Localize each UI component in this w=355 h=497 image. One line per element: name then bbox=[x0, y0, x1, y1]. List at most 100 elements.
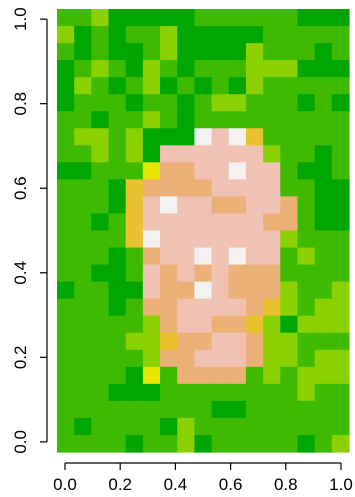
heatmap-cell bbox=[57, 145, 75, 163]
heatmap-cell bbox=[228, 383, 247, 402]
heatmap-cell bbox=[91, 366, 110, 385]
heatmap-cell bbox=[194, 298, 213, 317]
heatmap-cell bbox=[228, 213, 247, 232]
heatmap-cell bbox=[91, 128, 110, 146]
heatmap-cell bbox=[263, 315, 281, 334]
heatmap-cell bbox=[74, 111, 92, 129]
heatmap-cell bbox=[91, 417, 110, 436]
heatmap-cell bbox=[280, 111, 299, 129]
heatmap-cell bbox=[142, 26, 161, 44]
heatmap-cell bbox=[297, 230, 316, 249]
heatmap-cell bbox=[91, 43, 110, 61]
heatmap-cell bbox=[228, 400, 247, 419]
heatmap-cell bbox=[314, 43, 333, 61]
heatmap-cell bbox=[91, 264, 110, 283]
heatmap-cell bbox=[177, 196, 196, 215]
heatmap-cell bbox=[263, 400, 281, 419]
y-tick-label: 1.0 bbox=[11, 7, 30, 31]
heatmap-cell bbox=[211, 298, 230, 317]
heatmap-cell bbox=[160, 332, 178, 351]
heatmap-cell bbox=[142, 383, 161, 402]
heatmap-cell bbox=[245, 434, 264, 453]
heatmap-cell bbox=[177, 417, 196, 436]
heatmap-cell bbox=[74, 26, 92, 44]
heatmap-cell bbox=[314, 9, 333, 27]
heatmap-cell bbox=[194, 366, 213, 385]
heatmap-cell bbox=[57, 60, 75, 78]
heatmap-cell bbox=[280, 162, 299, 180]
heatmap-cell bbox=[280, 264, 299, 283]
heatmap-cell bbox=[245, 43, 264, 61]
heatmap-cell bbox=[91, 213, 110, 232]
heatmap-cell bbox=[142, 162, 161, 180]
heatmap-cell bbox=[297, 434, 316, 453]
heatmap-cell bbox=[297, 366, 316, 385]
heatmap-cell bbox=[228, 247, 247, 266]
heatmap-cell bbox=[142, 60, 161, 78]
heatmap-cell bbox=[57, 281, 75, 300]
heatmap-cell bbox=[125, 26, 144, 44]
heatmap-cell bbox=[177, 349, 196, 368]
heatmap-cell bbox=[314, 60, 333, 78]
y-tick-label: 0.8 bbox=[11, 92, 30, 116]
heatmap-cell bbox=[280, 179, 299, 198]
heatmap-cell bbox=[177, 230, 196, 249]
heatmap-cell bbox=[57, 230, 75, 249]
heatmap-cell bbox=[160, 213, 178, 232]
y-tick-label: 0.2 bbox=[11, 345, 30, 369]
heatmap-cell bbox=[125, 332, 144, 351]
heatmap-cell bbox=[177, 281, 196, 300]
heatmap-cell bbox=[297, 315, 316, 334]
heatmap-cell bbox=[91, 111, 110, 129]
heatmap-cell bbox=[177, 111, 196, 129]
heatmap-cell bbox=[297, 383, 316, 402]
heatmap-cell bbox=[74, 400, 92, 419]
heatmap-cell bbox=[263, 332, 281, 351]
heatmap-cell bbox=[91, 60, 110, 78]
heatmap-cell bbox=[177, 9, 196, 27]
heatmap-cell bbox=[160, 94, 178, 112]
heatmap-cell bbox=[263, 111, 281, 129]
heatmap-cell bbox=[331, 366, 350, 385]
heatmap-cell bbox=[228, 145, 247, 163]
heatmap-cell bbox=[108, 366, 127, 385]
heatmap-cell bbox=[228, 434, 247, 453]
heatmap-cell bbox=[57, 383, 75, 402]
heatmap-cell bbox=[228, 298, 247, 317]
heatmap-cell bbox=[108, 145, 127, 163]
heatmap-cell bbox=[142, 264, 161, 283]
heatmap-cell bbox=[57, 162, 75, 180]
heatmap-cell bbox=[177, 400, 196, 419]
heatmap-cell bbox=[142, 145, 161, 163]
heatmap-cell bbox=[194, 434, 213, 453]
heatmap-cell bbox=[331, 332, 350, 351]
heatmap-cell bbox=[57, 366, 75, 385]
heatmap-cell bbox=[91, 349, 110, 368]
heatmap-cell bbox=[160, 315, 178, 334]
heatmap-cell bbox=[263, 77, 281, 95]
heatmap-cell bbox=[160, 26, 178, 44]
heatmap-cell bbox=[177, 434, 196, 453]
heatmap-cell bbox=[331, 315, 350, 334]
heatmap-cell bbox=[314, 179, 333, 198]
heatmap-cell bbox=[142, 247, 161, 266]
heatmap-cell bbox=[57, 264, 75, 283]
heatmap-cell bbox=[228, 60, 247, 78]
heatmap-cell bbox=[314, 281, 333, 300]
x-tick-label: 0.8 bbox=[274, 475, 298, 494]
heatmap-cell bbox=[331, 162, 350, 180]
heatmap-cell bbox=[160, 349, 178, 368]
heatmap-cell bbox=[314, 315, 333, 334]
heatmap-cell bbox=[245, 230, 264, 249]
heatmap-cell bbox=[177, 43, 196, 61]
heatmap-cell bbox=[74, 383, 92, 402]
heatmap-cell bbox=[228, 128, 247, 146]
heatmap-cell bbox=[194, 162, 213, 180]
heatmap-cell bbox=[194, 145, 213, 163]
heatmap-cell bbox=[331, 43, 350, 61]
heatmap-cell bbox=[142, 315, 161, 334]
heatmap-cell bbox=[211, 196, 230, 215]
heatmap-cell bbox=[331, 264, 350, 283]
heatmap-cell bbox=[263, 162, 281, 180]
heatmap-cell bbox=[194, 9, 213, 27]
